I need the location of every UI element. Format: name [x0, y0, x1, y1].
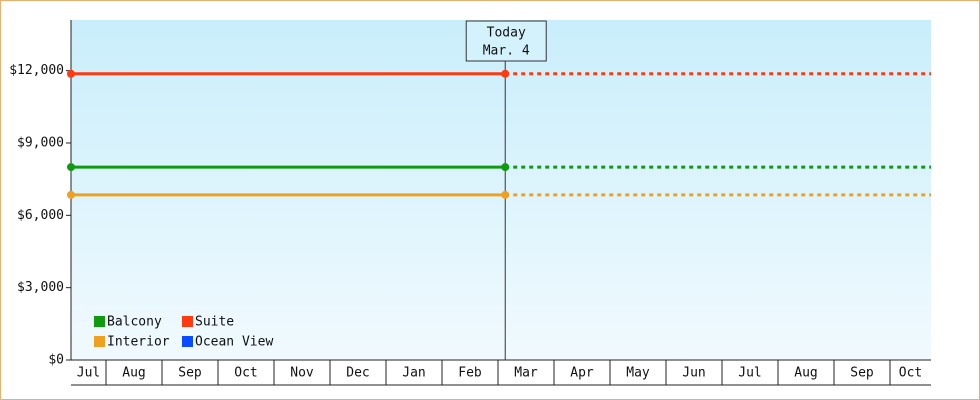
legend-swatch: [94, 336, 105, 347]
y-tick-label: $3,000: [17, 280, 64, 295]
x-tick-label: Jun: [682, 366, 705, 381]
point: [501, 190, 510, 199]
x-tick-label: Nov: [290, 366, 314, 381]
x-tick-label: Jul: [738, 366, 761, 381]
point: [501, 69, 510, 78]
y-tick-label: $9,000: [17, 135, 64, 150]
point: [67, 190, 75, 199]
x-tick-label: May: [626, 366, 650, 381]
legend-swatch: [182, 336, 193, 347]
x-tick-label: Oct: [899, 366, 922, 381]
point: [67, 69, 75, 78]
legend-label: Suite: [195, 315, 234, 330]
x-tick-label: Oct: [234, 366, 257, 381]
legend-swatch: [182, 316, 193, 327]
legend-label: Interior: [107, 335, 170, 350]
x-tick-label: Sep: [850, 366, 874, 381]
point: [67, 163, 75, 172]
x-tick-label: Aug: [794, 366, 817, 381]
x-tick-label: Jan: [402, 366, 425, 381]
legend-label: Ocean View: [195, 335, 273, 350]
x-tick-label: Aug: [122, 366, 145, 381]
today-date: Mar. 4: [483, 44, 530, 59]
legend-swatch: [94, 316, 105, 327]
x-tick-label: Jul: [77, 366, 100, 381]
y-tick-label: $12,000: [9, 63, 64, 78]
x-tick-label: Mar: [514, 366, 538, 381]
x-tick-label: Dec: [346, 366, 369, 381]
legend-label: Balcony: [107, 315, 162, 330]
x-tick-label: Sep: [178, 366, 202, 381]
x-tick-label: Apr: [570, 366, 594, 381]
point: [501, 163, 510, 172]
plot-area: [71, 20, 931, 360]
y-tick-label: $6,000: [17, 208, 64, 223]
y-tick-label: $0: [48, 353, 64, 368]
today-box: [465, 20, 547, 62]
x-tick-label: Feb: [458, 366, 482, 381]
today-label: Today: [487, 26, 526, 41]
